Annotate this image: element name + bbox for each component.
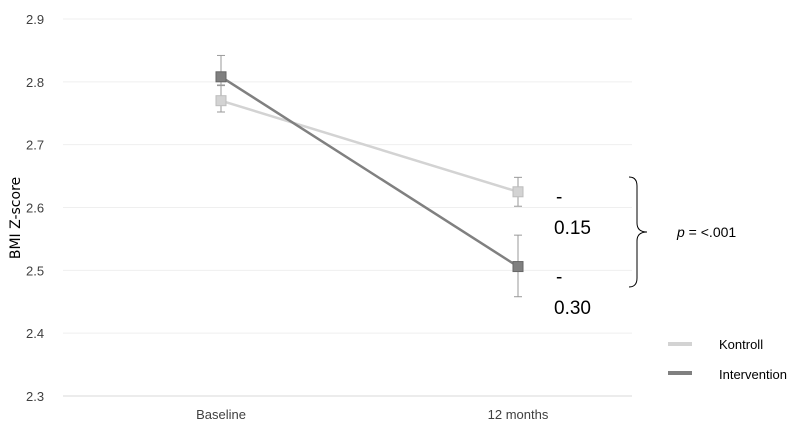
y-tick-label-2.5: 2.5 — [26, 263, 44, 278]
gridlines — [63, 18, 632, 397]
marker-kontroll-0 — [215, 95, 227, 107]
y-tick-label-2.8: 2.8 — [26, 75, 44, 90]
legend-label-kontroll: Kontroll — [719, 337, 763, 352]
diff-intervention-dash: - — [556, 267, 562, 288]
diff-intervention-value: 0.30 — [554, 298, 591, 319]
x-axis-ticks: Baseline 12 months — [196, 407, 549, 422]
line-intervention — [220, 75, 519, 268]
line-kontroll — [220, 99, 519, 193]
y-tick-label-2.6: 2.6 — [26, 201, 44, 216]
error-bars — [217, 54, 522, 298]
marker-intervention-1 — [512, 261, 524, 273]
y-tick-label-2.9: 2.9 — [26, 12, 44, 27]
p-value-label: p = <.001 — [676, 224, 736, 240]
legend: Kontroll Intervention — [668, 337, 787, 382]
y-axis-ticks: 2.3 2.4 2.5 2.6 2.7 2.8 2.9 — [26, 12, 44, 404]
y-tick-label-2.4: 2.4 — [26, 326, 44, 341]
y-axis-label: BMI Z-score — [8, 177, 24, 259]
series-lines — [220, 75, 519, 268]
y-tick-label-2.3: 2.3 — [26, 389, 44, 404]
marker-kontroll-1 — [512, 186, 524, 198]
x-tick-label-0: Baseline — [196, 407, 246, 422]
diff-kontroll-value: 0.15 — [554, 218, 591, 239]
diff-kontroll-dash: - — [556, 187, 562, 208]
legend-label-intervention: Intervention — [719, 367, 787, 382]
series-markers — [215, 71, 524, 273]
marker-intervention-0 — [215, 71, 227, 83]
y-tick-label-2.7: 2.7 — [26, 138, 44, 153]
significance-brace — [628, 176, 648, 288]
x-tick-label-1: 12 months — [488, 407, 549, 422]
